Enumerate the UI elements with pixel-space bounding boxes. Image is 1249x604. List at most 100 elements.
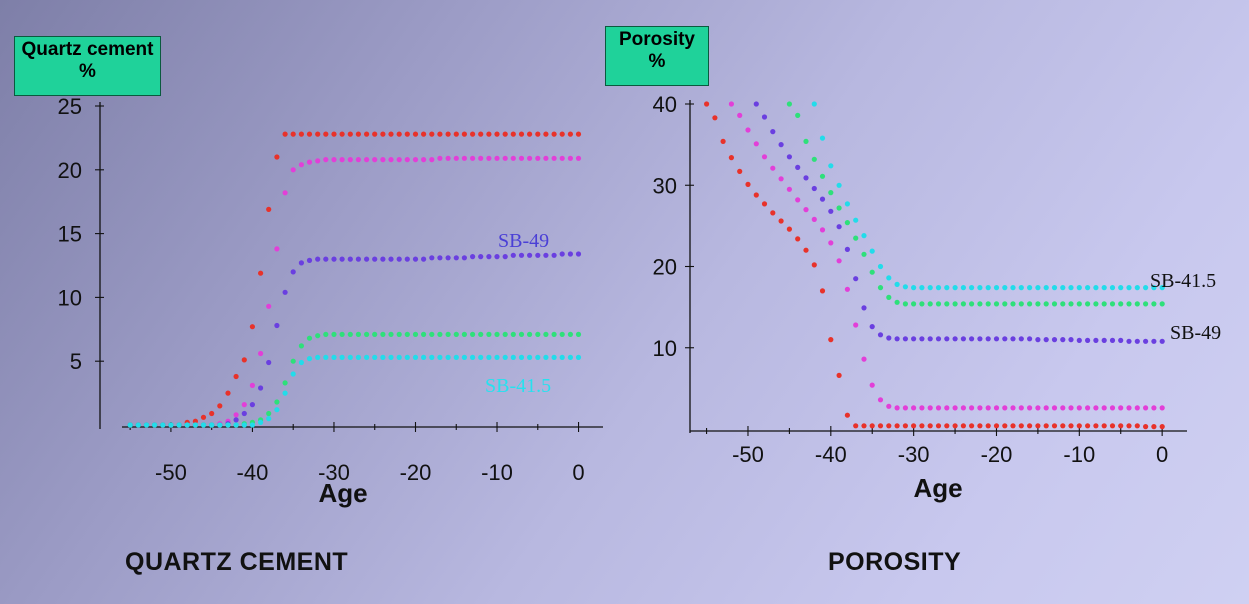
porosity-series-0-point	[704, 101, 710, 107]
quartz-series-3-point	[486, 331, 492, 337]
quartz-series-2-point	[421, 256, 427, 262]
quartz-series-0-point	[298, 131, 304, 137]
porosity-series-2-point	[1093, 337, 1099, 343]
quartz-series-0-point	[470, 131, 476, 137]
porosity-series-3-point	[985, 301, 991, 307]
porosity-series-4-point	[911, 285, 917, 291]
porosity-series-2-point	[778, 142, 784, 148]
quartz-series-2-point	[567, 251, 574, 257]
quartz-series-0-point	[461, 131, 467, 137]
quartz-series-4-point	[225, 422, 231, 428]
porosity-series-1-point	[1101, 405, 1107, 411]
quartz-series-3-point	[266, 410, 272, 417]
quartz-series-4-point	[543, 354, 549, 360]
porosity-series-2-point	[1010, 336, 1016, 342]
porosity-series-2-point	[1068, 337, 1074, 343]
porosity-series-4-point	[1151, 285, 1157, 291]
quartz-series-3-point	[543, 331, 549, 337]
porosity-series-0-point	[1093, 423, 1099, 429]
porosity-series-1-point	[770, 165, 776, 171]
quartz-series-4-point	[274, 407, 280, 413]
porosity-series-3-point	[1093, 301, 1099, 307]
quartz-series-0-point	[323, 131, 329, 137]
porosity-series-1-point	[819, 227, 826, 233]
porosity-series-1-point	[861, 356, 867, 362]
porosity-series-3-point	[1027, 301, 1033, 307]
quartz-series-2-point	[380, 256, 386, 262]
quartz-series-2-point	[429, 255, 435, 261]
porosity-series-1-point	[1126, 405, 1132, 411]
quartz-y-tick-label: 25	[58, 94, 82, 119]
quartz-x-tick-label: 0	[572, 460, 584, 485]
porosity-series-1-point	[795, 197, 801, 203]
porosity-series-1-point	[977, 405, 983, 411]
porosity-series-4-point	[1159, 285, 1165, 291]
quartz-series-4-point	[282, 390, 288, 396]
porosity-series-label-sb-49: SB-49	[1170, 322, 1221, 344]
porosity-series-4-point	[828, 163, 834, 169]
porosity-series-3-point	[927, 301, 933, 307]
quartz-series-0-point	[429, 131, 435, 137]
quartz-series-2-point	[339, 256, 345, 262]
quartz-series-4-point	[135, 422, 141, 428]
porosity-series-4-point	[877, 263, 884, 270]
quartz-series-0-point	[355, 131, 361, 137]
quartz-series-4-point	[143, 422, 150, 428]
quartz-series-3-point	[364, 331, 370, 337]
porosity-series-1-point	[728, 101, 735, 107]
quartz-series-2-point	[470, 254, 476, 260]
quartz-series-4-point	[429, 354, 435, 360]
quartz-series-4-point	[152, 422, 158, 428]
quartz-series-2-point	[306, 257, 313, 263]
quartz-series-1-point	[543, 155, 549, 161]
quartz-series-3-point	[355, 331, 361, 337]
porosity-series-3-point	[1101, 301, 1107, 307]
porosity-series-3-point	[1076, 301, 1082, 307]
porosity-series-3-point	[977, 301, 983, 307]
porosity-series-1-point	[919, 405, 925, 411]
porosity-series-1-point	[828, 240, 834, 246]
quartz-series-2-point	[494, 254, 500, 260]
porosity-series-1-point	[1118, 405, 1124, 411]
porosity-series-1-point	[761, 154, 768, 160]
porosity-series-3-point	[919, 301, 925, 307]
quartz-series-3-point	[502, 331, 508, 337]
quartz-series-0-point	[559, 131, 565, 137]
porosity-series-0-point	[1109, 423, 1116, 429]
porosity-series-0-point	[853, 423, 859, 429]
quartz-series-4-point	[421, 354, 427, 360]
porosity-series-3-point	[1035, 301, 1041, 307]
porosity-series-1-point	[753, 141, 759, 147]
porosity-series-0-point	[753, 192, 759, 198]
quartz-series-4-point	[396, 354, 402, 360]
porosity-series-1-point	[1060, 405, 1066, 411]
porosity-series-2-point	[1018, 336, 1024, 342]
porosity-series-4-point	[819, 135, 826, 141]
porosity-series-3-point	[1126, 301, 1132, 307]
quartz-series-2-point	[282, 289, 288, 295]
porosity-series-3-point	[1085, 301, 1091, 307]
quartz-series-0-point	[527, 131, 533, 137]
porosity-series-0-point	[877, 423, 884, 429]
porosity-series-4-point	[969, 285, 975, 291]
quartz-series-3-point	[445, 331, 451, 337]
quartz-series-2-point	[445, 255, 451, 261]
porosity-series-0-point	[712, 115, 718, 121]
quartz-series-3-point	[298, 343, 304, 349]
quartz-series-3-point	[527, 331, 533, 337]
porosity-series-1-point	[1035, 405, 1041, 411]
porosity-series-2-point	[1051, 337, 1058, 343]
porosity-series-1-point	[911, 405, 917, 411]
quartz-series-label-sb-41-5: SB-41.5	[485, 375, 551, 397]
porosity-series-1-point	[1043, 405, 1049, 411]
porosity-series-4-point	[1143, 285, 1149, 291]
quartz-series-4-point	[127, 422, 133, 428]
quartz-series-2-point	[559, 251, 565, 257]
porosity-series-1-point	[803, 207, 809, 213]
porosity-series-4-point	[844, 201, 851, 207]
quartz-series-3-point	[453, 331, 459, 337]
quartz-series-1-point	[331, 157, 337, 163]
porosity-series-2-point	[1143, 338, 1149, 344]
porosity-series-4-point	[1068, 285, 1074, 291]
